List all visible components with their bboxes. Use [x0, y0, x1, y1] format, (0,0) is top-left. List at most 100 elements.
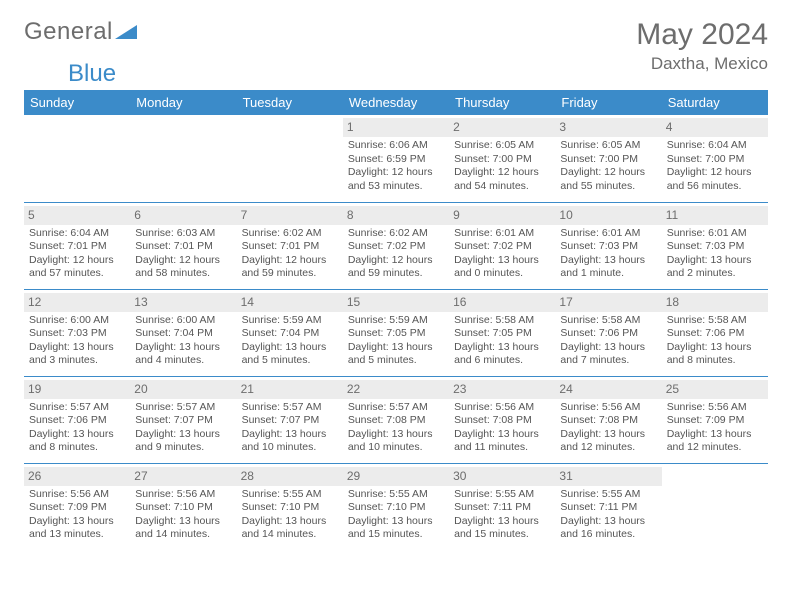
sunrise-text: Sunrise: 6:01 AM — [454, 227, 550, 240]
sunset-text: Sunset: 7:00 PM — [454, 153, 550, 166]
calendar-cell: 27Sunrise: 5:56 AMSunset: 7:10 PMDayligh… — [130, 463, 236, 550]
sunrise-text: Sunrise: 5:58 AM — [667, 314, 763, 327]
calendar-cell: 2Sunrise: 6:05 AMSunset: 7:00 PMDaylight… — [449, 115, 555, 202]
calendar-cell: 5Sunrise: 6:04 AMSunset: 7:01 PMDaylight… — [24, 202, 130, 289]
calendar-cell: 25Sunrise: 5:56 AMSunset: 7:09 PMDayligh… — [662, 376, 768, 463]
calendar-cell: 29Sunrise: 5:55 AMSunset: 7:10 PMDayligh… — [343, 463, 449, 550]
day-number: 4 — [662, 118, 768, 137]
sunset-text: Sunset: 7:11 PM — [454, 501, 550, 514]
calendar-cell: 17Sunrise: 5:58 AMSunset: 7:06 PMDayligh… — [555, 289, 661, 376]
daylight-text: Daylight: 12 hours and 53 minutes. — [348, 166, 444, 193]
calendar-cell: 11Sunrise: 6:01 AMSunset: 7:03 PMDayligh… — [662, 202, 768, 289]
daylight-text: Daylight: 13 hours and 15 minutes. — [454, 515, 550, 542]
sunset-text: Sunset: 7:07 PM — [135, 414, 231, 427]
daylight-text: Daylight: 13 hours and 8 minutes. — [667, 341, 763, 368]
calendar-cell: 28Sunrise: 5:55 AMSunset: 7:10 PMDayligh… — [237, 463, 343, 550]
sunset-text: Sunset: 7:01 PM — [29, 240, 125, 253]
day-number: 31 — [555, 467, 661, 486]
calendar-cell: 13Sunrise: 6:00 AMSunset: 7:04 PMDayligh… — [130, 289, 236, 376]
calendar-cell: 8Sunrise: 6:02 AMSunset: 7:02 PMDaylight… — [343, 202, 449, 289]
day-number: 18 — [662, 293, 768, 312]
calendar-head: SundayMondayTuesdayWednesdayThursdayFrid… — [24, 90, 768, 115]
sunset-text: Sunset: 7:06 PM — [667, 327, 763, 340]
day-number: 28 — [237, 467, 343, 486]
sunset-text: Sunset: 7:05 PM — [454, 327, 550, 340]
day-number: 15 — [343, 293, 449, 312]
day-number: 20 — [130, 380, 236, 399]
calendar-cell: 1Sunrise: 6:06 AMSunset: 6:59 PMDaylight… — [343, 115, 449, 202]
sunrise-text: Sunrise: 6:03 AM — [135, 227, 231, 240]
day-number: 3 — [555, 118, 661, 137]
calendar-cell — [237, 115, 343, 202]
calendar-cell — [130, 115, 236, 202]
day-number: 14 — [237, 293, 343, 312]
day-number: 12 — [24, 293, 130, 312]
sunrise-text: Sunrise: 5:59 AM — [242, 314, 338, 327]
day-header: Friday — [555, 90, 661, 115]
calendar-cell: 16Sunrise: 5:58 AMSunset: 7:05 PMDayligh… — [449, 289, 555, 376]
sunset-text: Sunset: 7:07 PM — [242, 414, 338, 427]
calendar-cell: 4Sunrise: 6:04 AMSunset: 7:00 PMDaylight… — [662, 115, 768, 202]
calendar-cell: 31 Sunrise: 5:55 AMSunset: 7:11 PMDayligh… — [555, 463, 661, 550]
daylight-text: Daylight: 13 hours and 7 minutes. — [560, 341, 656, 368]
daylight-text: Daylight: 13 hours and 15 minutes. — [348, 515, 444, 542]
sunset-text: Sunset: 7:01 PM — [242, 240, 338, 253]
day-header: Sunday — [24, 90, 130, 115]
day-number: 16 — [449, 293, 555, 312]
sunrise-text: Sunrise: 5:57 AM — [29, 401, 125, 414]
sunrise-text: Sunrise: 5:55 AM — [348, 488, 444, 501]
sunrise-text: Sunrise: 5:56 AM — [29, 488, 125, 501]
month-year: May 2024 — [636, 18, 768, 52]
calendar-cell: 9Sunrise: 6:01 AMSunset: 7:02 PMDaylight… — [449, 202, 555, 289]
day-number: 22 — [343, 380, 449, 399]
sunrise-text: Sunrise: 5:56 AM — [667, 401, 763, 414]
sunset-text: Sunset: 7:10 PM — [135, 501, 231, 514]
calendar-cell — [24, 115, 130, 202]
day-number: 5 — [24, 206, 130, 225]
sunrise-text: Sunrise: 5:56 AM — [135, 488, 231, 501]
sunrise-text: Sunrise: 6:00 AM — [135, 314, 231, 327]
day-header: Wednesday — [343, 90, 449, 115]
sunset-text: Sunset: 7:11 PM — [560, 501, 656, 514]
logo: General — [24, 18, 139, 46]
sunrise-text: Sunrise: 6:02 AM — [242, 227, 338, 240]
calendar-cell: 7Sunrise: 6:02 AMSunset: 7:01 PMDaylight… — [237, 202, 343, 289]
sunset-text: Sunset: 7:09 PM — [667, 414, 763, 427]
sunset-text: Sunset: 7:00 PM — [667, 153, 763, 166]
daylight-text: Daylight: 13 hours and 10 minutes. — [242, 428, 338, 455]
daylight-text: Daylight: 13 hours and 16 minutes. — [560, 515, 656, 542]
daylight-text: Daylight: 13 hours and 12 minutes. — [667, 428, 763, 455]
sunset-text: Sunset: 6:59 PM — [348, 153, 444, 166]
calendar-cell: 18 Sunrise: 5:58 AMSunset: 7:06 PMDayligh… — [662, 289, 768, 376]
day-number: 1 — [343, 118, 449, 137]
sunrise-text: Sunrise: 5:57 AM — [242, 401, 338, 414]
sunset-text: Sunset: 7:04 PM — [135, 327, 231, 340]
calendar-week: 19Sunrise: 5:57 AMSunset: 7:06 PMDayligh… — [24, 376, 768, 463]
sunset-text: Sunset: 7:08 PM — [560, 414, 656, 427]
sunset-text: Sunset: 7:01 PM — [135, 240, 231, 253]
day-header: Tuesday — [237, 90, 343, 115]
day-number: 23 — [449, 380, 555, 399]
daylight-text: Daylight: 12 hours and 57 minutes. — [29, 254, 125, 281]
sunset-text: Sunset: 7:04 PM — [242, 327, 338, 340]
sunrise-text: Sunrise: 6:00 AM — [29, 314, 125, 327]
calendar-cell: 19Sunrise: 5:57 AMSunset: 7:06 PMDayligh… — [24, 376, 130, 463]
sunrise-text: Sunrise: 6:01 AM — [560, 227, 656, 240]
calendar-cell: 24Sunrise: 5:56 AMSunset: 7:08 PMDayligh… — [555, 376, 661, 463]
daylight-text: Daylight: 13 hours and 5 minutes. — [242, 341, 338, 368]
daylight-text: Daylight: 13 hours and 13 minutes. — [29, 515, 125, 542]
sunrise-text: Sunrise: 6:04 AM — [667, 139, 763, 152]
calendar-cell: 10Sunrise: 6:01 AMSunset: 7:03 PMDayligh… — [555, 202, 661, 289]
daylight-text: Daylight: 12 hours and 59 minutes. — [242, 254, 338, 281]
daylight-text: Daylight: 12 hours and 55 minutes. — [560, 166, 656, 193]
daylight-text: Daylight: 13 hours and 10 minutes. — [348, 428, 444, 455]
calendar-cell: 14 Sunrise: 5:59 AMSunset: 7:04 PMDayligh… — [237, 289, 343, 376]
day-number: 29 — [343, 467, 449, 486]
daylight-text: Daylight: 13 hours and 2 minutes. — [667, 254, 763, 281]
calendar-week: 12Sunrise: 6:00 AMSunset: 7:03 PMDayligh… — [24, 289, 768, 376]
day-number: 13 — [130, 293, 236, 312]
sunrise-text: Sunrise: 5:55 AM — [560, 488, 656, 501]
logo-text-1: General — [24, 18, 113, 46]
calendar-cell: 21Sunrise: 5:57 AMSunset: 7:07 PMDayligh… — [237, 376, 343, 463]
day-header: Saturday — [662, 90, 768, 115]
